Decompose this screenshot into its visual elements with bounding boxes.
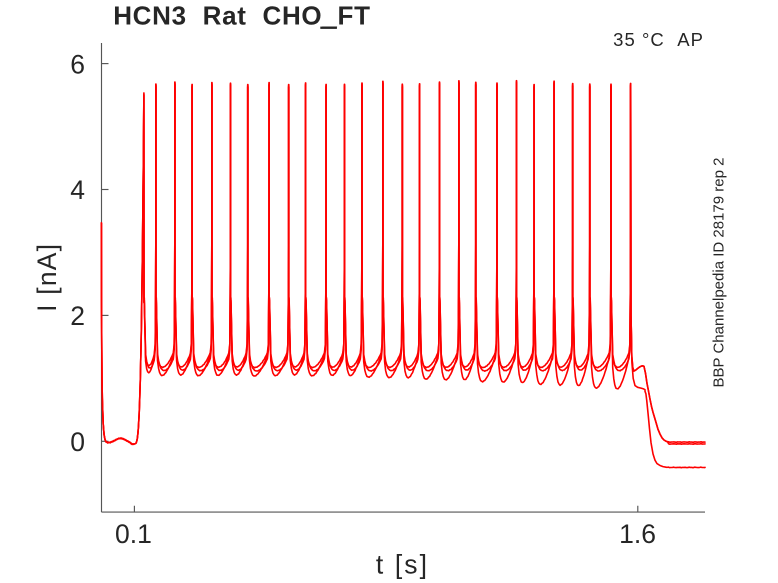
svg-text:I [nA]: I [nA] [32,243,62,312]
svg-text:4: 4 [70,175,85,205]
svg-text:HCN3 Rat CHO_FT: HCN3 Rat CHO_FT [113,0,370,30]
svg-text:BBP Channelpedia ID 28179 rep: BBP Channelpedia ID 28179 rep 2 [711,158,728,388]
svg-text:0.1: 0.1 [115,519,152,549]
svg-text:35 °C AP: 35 °C AP [613,29,704,50]
svg-text:1.6: 1.6 [619,519,656,549]
svg-text:0: 0 [70,427,85,457]
svg-text:6: 6 [70,49,85,79]
svg-text:t [s]: t [s] [376,550,429,580]
svg-text:2: 2 [70,301,85,331]
